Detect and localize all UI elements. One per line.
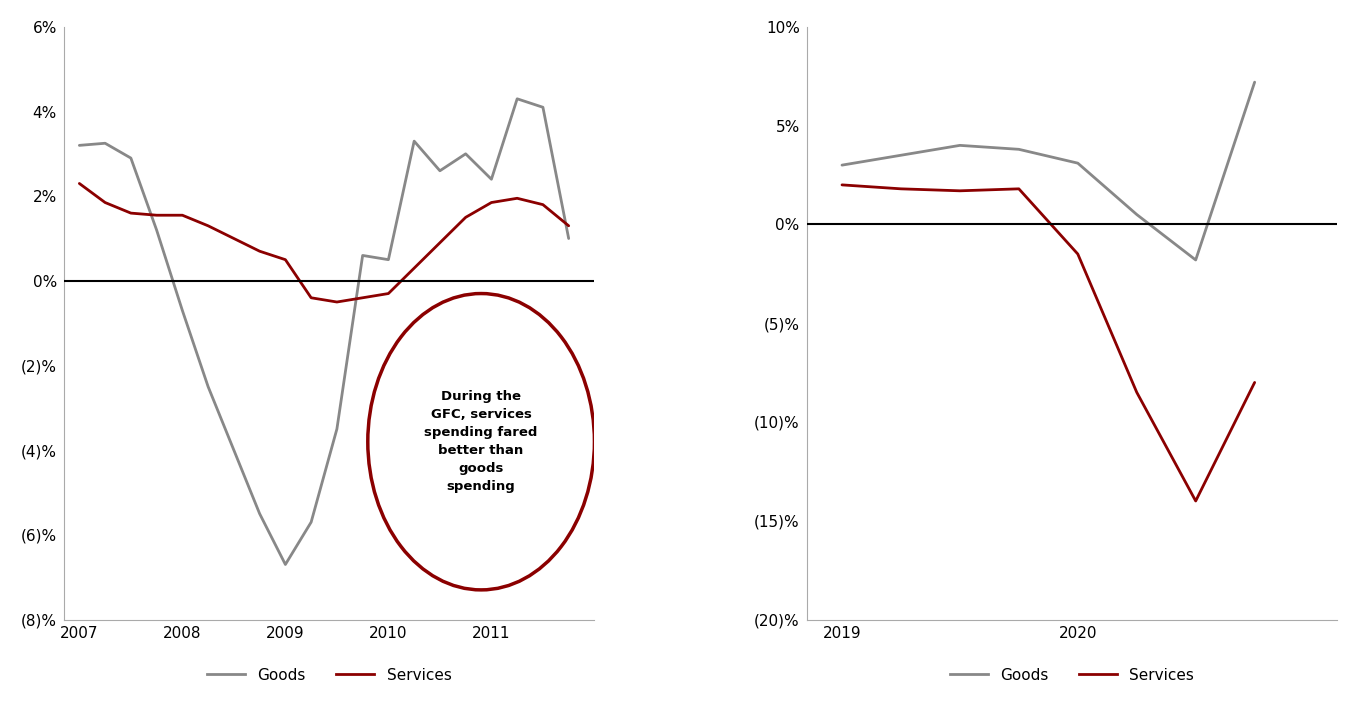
Legend: Goods, Services: Goods, Services (944, 662, 1200, 689)
Legend: Goods, Services: Goods, Services (201, 662, 458, 689)
Text: During the
GFC, services
spending fared
better than
goods
spending: During the GFC, services spending fared … (425, 390, 538, 494)
